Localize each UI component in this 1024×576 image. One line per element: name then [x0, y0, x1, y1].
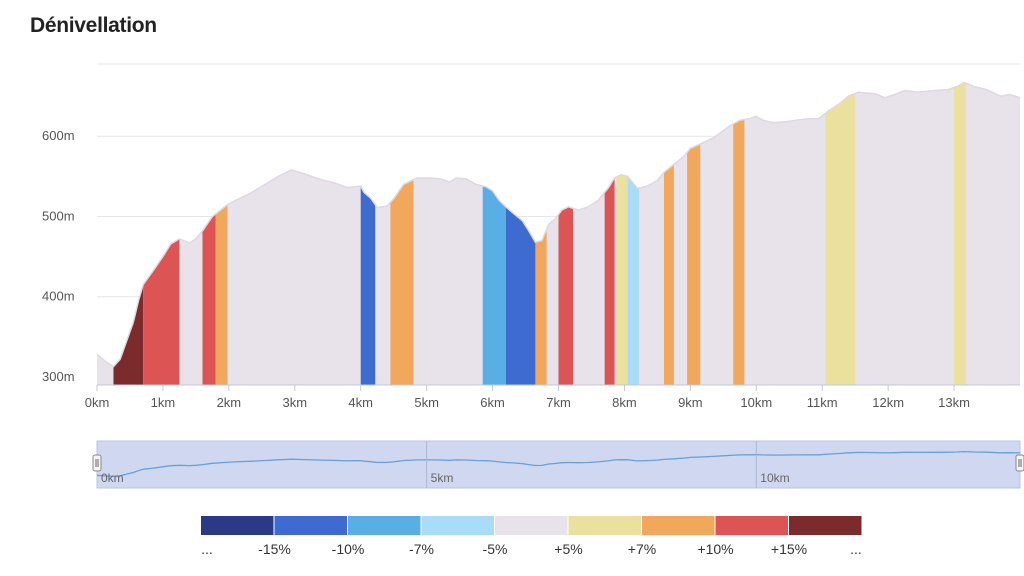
- legend-swatch: [201, 516, 274, 535]
- grade-segment: [627, 82, 639, 385]
- grade-segment: [954, 82, 966, 385]
- chart-title: Dénivellation: [30, 14, 157, 37]
- grade-segment: [202, 82, 216, 385]
- legend-label: -15%: [258, 541, 291, 557]
- grade-segment: [663, 82, 674, 385]
- x-tick-label: 6km: [480, 395, 505, 410]
- grade-segment: [616, 82, 628, 385]
- grade-segment: [825, 82, 856, 385]
- x-tick-label: 11km: [807, 395, 838, 410]
- x-tick-label: 12km: [872, 395, 904, 410]
- grade-segment: [360, 82, 376, 385]
- y-tick-label: 300m: [42, 369, 75, 384]
- x-tick-label: 0km: [85, 395, 110, 410]
- x-tick-label: 7km: [546, 395, 571, 410]
- y-tick-label: 400m: [42, 289, 75, 304]
- legend-swatch: [715, 516, 788, 535]
- x-tick-label: 1km: [151, 395, 176, 410]
- y-tick-label: 600m: [42, 128, 75, 143]
- x-tick-label: 8km: [612, 395, 637, 410]
- legend-label: +15%: [771, 541, 807, 557]
- grade-segment: [215, 82, 228, 385]
- grade-segment: [482, 82, 506, 385]
- legend-swatch: [495, 516, 568, 535]
- legend-swatch: [642, 516, 715, 535]
- x-axis: 0km 1km 2km 3km 4km 5km 6km 7km 8km 9km 10km 11km 12…: [85, 385, 970, 410]
- navigator-window[interactable]: [96, 440, 1021, 489]
- x-tick-label: 9km: [678, 395, 703, 410]
- legend-swatch: [421, 516, 494, 535]
- legend-swatch: [568, 516, 641, 535]
- elevation-profile-line: [96, 81, 1021, 368]
- grade-segment: [535, 82, 547, 385]
- range-navigator[interactable]: 0km 5km 10km: [92, 440, 1024, 489]
- x-tick-label: 3km: [283, 395, 308, 410]
- navigator-tick-label: 5km: [431, 471, 454, 485]
- legend-label: -7%: [409, 541, 434, 557]
- x-tick-label: 5km: [414, 395, 439, 410]
- grade-legend: ... -15% -10% -7% -5% +5% +7% +10% +15%...: [201, 516, 862, 557]
- legend-label: ...: [201, 541, 213, 557]
- grade-segment: [558, 82, 574, 385]
- legend-label: -5%: [483, 541, 508, 557]
- navigator-tick-label: 0km: [101, 471, 124, 485]
- x-tick-label: 10km: [740, 395, 772, 410]
- x-tick-label: 4km: [348, 395, 373, 410]
- grade-segment: [143, 82, 180, 385]
- navigator-right-handle[interactable]: [1015, 454, 1024, 472]
- navigator-tick-label: 10km: [760, 471, 789, 485]
- grade-segment: [604, 82, 615, 385]
- y-axis: 300m 400m 500m 600m: [42, 128, 75, 384]
- grade-segment: [390, 82, 414, 385]
- navigator-series-line: [96, 450, 1021, 478]
- grade-segment: [733, 82, 745, 385]
- x-tick-label: 2km: [217, 395, 242, 410]
- grade-segment: [687, 82, 701, 385]
- legend-label: +10%: [697, 541, 733, 557]
- legend-swatch: [348, 516, 421, 535]
- x-tick-label: 13km: [938, 395, 970, 410]
- legend-label: +7%: [628, 541, 656, 557]
- legend-swatch: [274, 516, 347, 535]
- legend-label: ...: [850, 541, 862, 557]
- y-tick-label: 500m: [42, 208, 75, 223]
- legend-swatch: [789, 516, 862, 535]
- legend-label: -10%: [332, 541, 365, 557]
- grade-segment: [505, 82, 536, 385]
- navigator-left-handle[interactable]: [92, 454, 102, 472]
- legend-label: +5%: [554, 541, 582, 557]
